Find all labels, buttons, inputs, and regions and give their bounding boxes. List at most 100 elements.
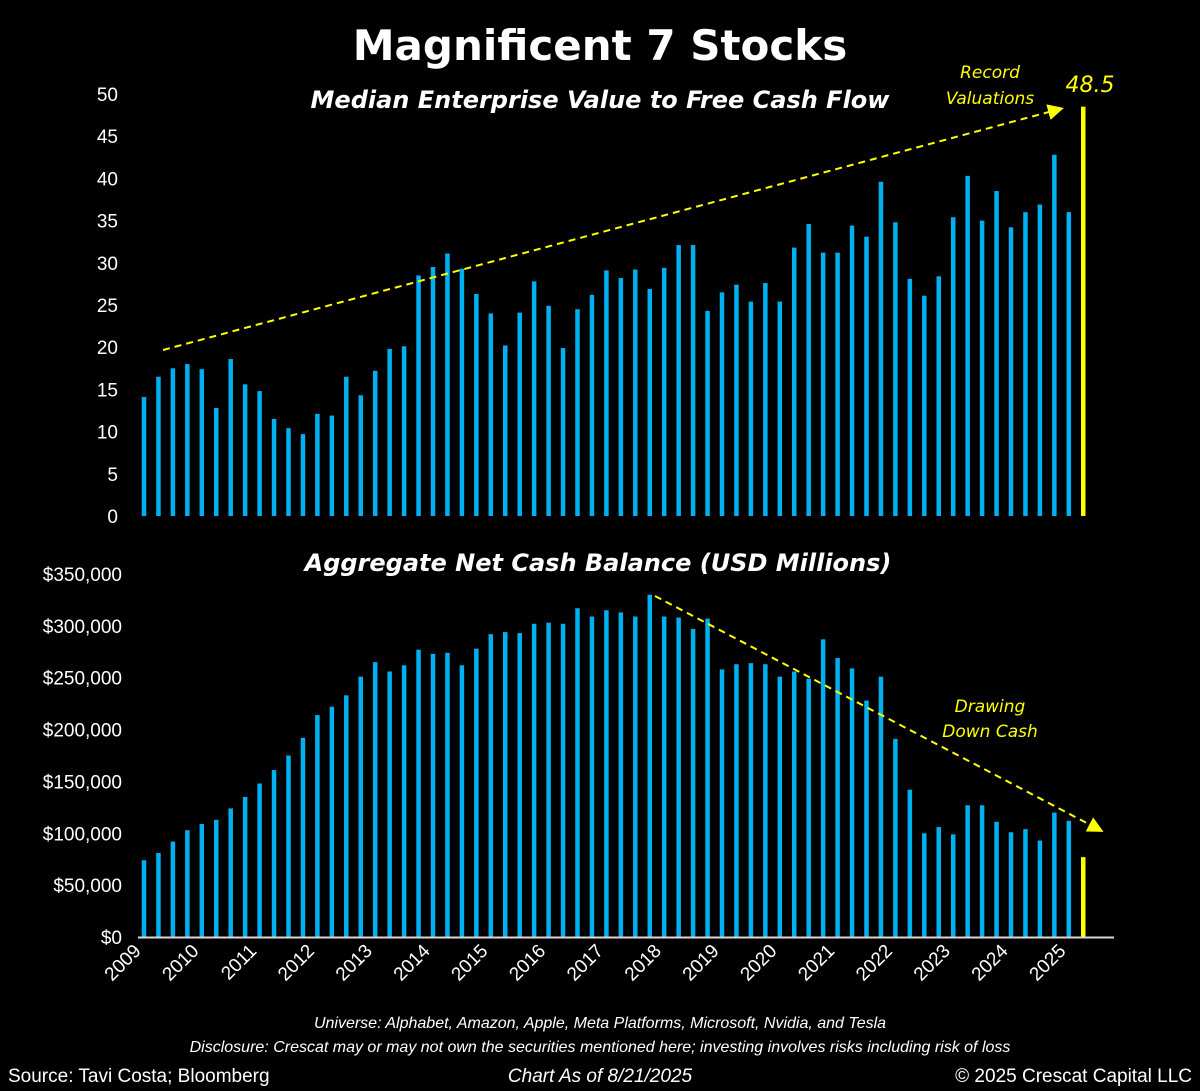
bottom-bar-10: [286, 755, 291, 937]
bottom-bar-9: [271, 770, 277, 937]
top-bar-30: [575, 309, 580, 516]
top-bar-60: [1008, 227, 1014, 517]
top-bar-48: [835, 252, 840, 516]
bottom-bar-15: [358, 676, 363, 937]
top-bar-13: [329, 415, 335, 516]
annotation-valuations: Valuations: [946, 89, 1034, 109]
top-bar-20: [430, 267, 436, 516]
top-bar-8: [257, 391, 262, 516]
top-y-tick: 5: [107, 465, 118, 486]
footer-disclosure: Disclosure: Crescat may or may not own t…: [190, 1039, 1011, 1056]
main-title: Magnificent 7 Stocks: [353, 21, 847, 70]
footer-source: Source: Tavi Costa; Bloomberg: [8, 1066, 270, 1087]
bottom-bar-57: [965, 805, 970, 937]
bottom-bar-31: [589, 616, 595, 937]
bottom-bar-46: [806, 678, 811, 937]
bottom-bar-54: [922, 833, 927, 937]
top-bar-0: [141, 396, 147, 516]
bottom-bar-44: [777, 676, 783, 937]
bottom-bar-18: [401, 665, 407, 937]
top-bar-16: [372, 370, 378, 516]
footer-universe: Universe: Alphabet, Amazon, Apple, Meta …: [314, 1015, 886, 1032]
x-tick: 2022: [852, 941, 897, 986]
x-tick: 2021: [794, 941, 839, 986]
bottom-bar-5: [214, 819, 219, 937]
bottom-bar-53: [907, 789, 913, 937]
top-bar-19: [416, 275, 421, 516]
top-bar-17: [387, 348, 392, 516]
top-bar-26: [517, 312, 522, 516]
bottom-bar-14: [344, 695, 349, 937]
bottom-bar-64: [1066, 820, 1072, 937]
bottom-y-tick: $100,000: [43, 824, 122, 845]
top-bar-51: [878, 181, 884, 516]
bottom-bar-29: [560, 623, 566, 937]
x-tick: 2017: [563, 941, 608, 986]
bottom-bar-33: [618, 612, 624, 937]
bottom-y-tick: $350,000: [43, 565, 122, 586]
bottom-bar-49: [849, 668, 855, 937]
bottom-bar-47: [820, 639, 826, 937]
bottom-bar-16: [372, 662, 378, 937]
x-tick: 2013: [332, 941, 377, 986]
bottom-bar-7: [242, 796, 248, 937]
top-bar-11: [300, 434, 306, 516]
top-bar-44: [777, 301, 783, 516]
top-chart-title: Median Enterprise Value to Free Cash Flo…: [311, 86, 891, 114]
top-y-tick: 25: [97, 296, 118, 317]
bottom-bar-40: [719, 669, 725, 937]
last-value-label: 48.5: [1066, 73, 1115, 98]
top-bar-22: [459, 268, 465, 516]
top-bar-46: [806, 223, 811, 516]
top-bar-49: [849, 225, 855, 516]
x-tick: 2015: [448, 941, 493, 986]
top-y-tick: 30: [97, 254, 118, 275]
top-y-tick: 15: [97, 380, 118, 401]
top-bar-54: [922, 295, 927, 516]
x-tick: 2019: [679, 941, 724, 986]
top-bar-25: [503, 345, 508, 516]
top-bar-1: [156, 376, 161, 516]
bottom-chart-title: Aggregate Net Cash Balance (USD Millions…: [303, 549, 892, 577]
bottom-bar-52: [893, 738, 898, 937]
bottom-bar-21: [445, 652, 450, 937]
top-bar-35: [647, 288, 652, 516]
bottom-bar-63: [1052, 812, 1057, 937]
top-bar-64: [1066, 212, 1072, 516]
top-bar-5: [214, 407, 219, 516]
bottom-bar-19: [416, 649, 421, 937]
top-bar-45: [792, 247, 797, 516]
top-bar-58: [979, 220, 985, 516]
bottom-bar-62: [1037, 840, 1043, 937]
x-tick: 2014: [390, 940, 435, 985]
top-bar-9: [271, 418, 277, 516]
x-tick: 2023: [910, 941, 955, 986]
bottom-bar-6: [228, 808, 233, 937]
bottom-bar-0: [141, 860, 147, 937]
top-bar-37: [676, 245, 681, 517]
top-bar-38: [690, 245, 696, 517]
top-y-axis: 0 5 10 15 20 25 30 35 40 45 50: [97, 85, 118, 528]
top-bar-15: [358, 395, 363, 516]
bottom-bar-28: [546, 622, 551, 937]
x-tick: 2020: [737, 941, 782, 986]
bottom-bar-24: [488, 634, 494, 937]
bottom-bar-26: [517, 633, 522, 937]
top-bar-47: [820, 252, 826, 516]
top-bar-63: [1052, 154, 1057, 516]
top-bar-61: [1023, 212, 1028, 516]
top-bar-36: [661, 267, 667, 516]
top-y-tick: 0: [107, 507, 118, 528]
top-bar-34: [633, 269, 638, 516]
bottom-y-tick: $300,000: [43, 617, 122, 638]
top-bar-6: [228, 359, 233, 516]
top-y-tick: 10: [97, 423, 118, 444]
bottom-bar-43: [763, 664, 768, 937]
bottom-bar-61: [1023, 829, 1028, 937]
top-bar-31: [589, 294, 595, 516]
top-bar-28: [546, 305, 551, 516]
top-bar-21: [445, 253, 450, 517]
bottom-bar-12: [315, 715, 320, 937]
bottom-bar-23: [474, 648, 479, 937]
